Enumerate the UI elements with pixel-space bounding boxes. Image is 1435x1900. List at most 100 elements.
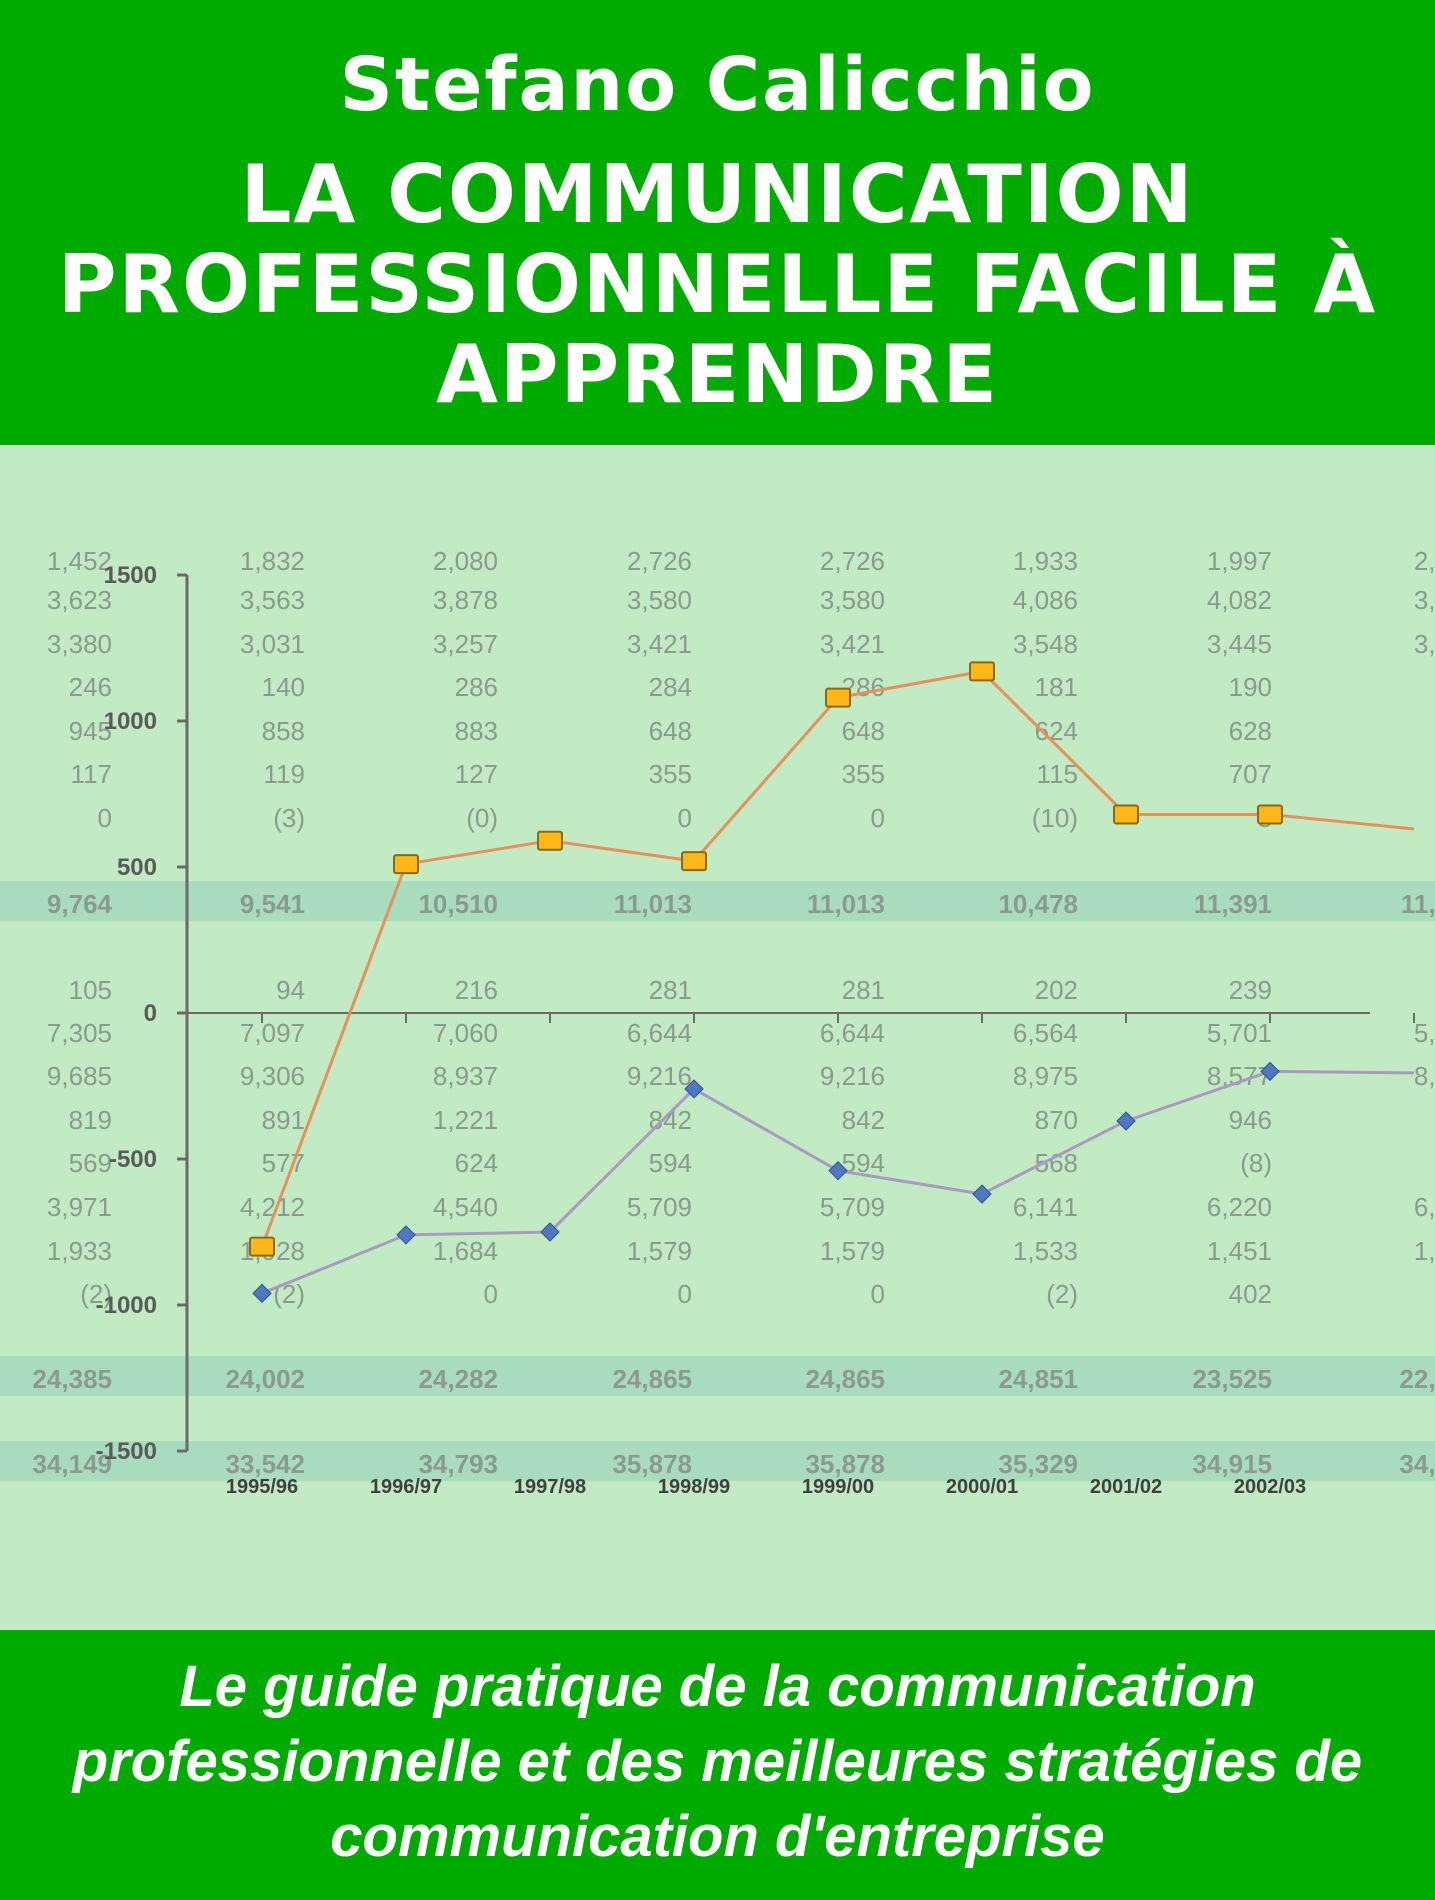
table-cell: 34,3 — [1399, 1449, 1435, 1479]
table-cell: 2,726 — [627, 546, 692, 576]
subtitle-line-2: professionnelle et des meilleures straté… — [72, 1729, 1363, 1794]
table-cell: 35,878 — [805, 1449, 885, 1479]
table-cell: (0) — [466, 803, 498, 833]
table-cell: 3,580 — [820, 585, 885, 615]
series-1-point — [825, 687, 851, 708]
table-cell: 24,282 — [418, 1364, 498, 1394]
table-cell: 239 — [1229, 975, 1272, 1005]
table-cell: 3,563 — [240, 585, 305, 615]
table-cell: 3,421 — [820, 629, 885, 659]
chart-background-image: 1,452 1,832 2,080 2,726 2,726 1,933 1,997 2,4 3,… — [0, 445, 1435, 1630]
table-cell: (2) — [1046, 1279, 1078, 1309]
table-cell: 707 — [1229, 759, 1272, 789]
table-cell: 0 — [871, 1279, 885, 1309]
table-cell: 0 — [484, 1279, 498, 1309]
table-highlight-band — [0, 881, 1435, 921]
table-cell: 5,701 — [1207, 1018, 1272, 1048]
table-cell: 190 — [1229, 672, 1272, 702]
table-cell: 594 — [649, 1148, 692, 1178]
table-cell: 24,002 — [225, 1364, 305, 1394]
title-line-3: APPRENDRE — [435, 328, 1000, 421]
series-2-point — [1116, 1111, 1136, 1131]
series-2-point — [540, 1222, 560, 1242]
top-banner: Stefano Calicchio LA COMMUNICATION PROFE… — [0, 0, 1435, 445]
table-cell: 624 — [455, 1148, 498, 1178]
subtitle-line-1: Le guide pratique de la communication — [179, 1654, 1256, 1719]
table-cell: 7,097 — [240, 1018, 305, 1048]
table-cell: 5,709 — [820, 1192, 885, 1222]
table-cell: 11,013 — [614, 889, 692, 919]
table-cell: 24,385 — [32, 1364, 112, 1394]
series-1-point — [249, 1236, 275, 1257]
title-line-1: LA COMMUNICATION — [240, 148, 1195, 241]
table-cell: 8,4 — [1414, 1061, 1435, 1091]
table-cell: 10,478 — [998, 889, 1078, 919]
table-cell: 140 — [262, 672, 305, 702]
table-cell: 628 — [1229, 716, 1272, 746]
table-cell: 402 — [1229, 1279, 1272, 1309]
table-cell: 11,391 — [1194, 889, 1272, 919]
table-cell: 2,080 — [433, 546, 498, 576]
series-1-point — [969, 661, 995, 682]
x-tick-label: 2002/03 — [1234, 1476, 1306, 1498]
table-cell: 4,540 — [433, 1192, 498, 1222]
table-highlight-band — [0, 1441, 1435, 1481]
y-tick-label: 1000 — [104, 708, 157, 735]
series-1-point — [1113, 804, 1139, 825]
table-cell: 119 — [264, 759, 305, 789]
table-cell: 891 — [262, 1105, 305, 1135]
table-cell: 94 — [276, 975, 305, 1005]
table-cell: 1,4 — [1414, 1236, 1435, 1266]
table-cell: 2,726 — [820, 546, 885, 576]
table-cell: 355 — [649, 759, 692, 789]
table-cell: 648 — [649, 716, 692, 746]
table-cell: 281 — [842, 975, 885, 1005]
bottom-banner: Le guide pratique de la communication pr… — [0, 1630, 1435, 1900]
table-cell: 24,865 — [612, 1364, 692, 1394]
series-1-point — [1257, 804, 1283, 825]
y-tick-label: -1500 — [96, 1438, 157, 1465]
x-tick-label: 2001/02 — [1090, 1476, 1162, 1498]
table-cell: 858 — [262, 716, 305, 746]
table-cell: 22,8 — [1399, 1364, 1435, 1394]
table-cell: 1,579 — [820, 1236, 885, 1266]
y-tick-label: 1500 — [104, 562, 157, 589]
table-cell: 1,221 — [433, 1105, 498, 1135]
table-cell: 9,541 — [240, 889, 305, 919]
table-cell: 6,644 — [627, 1018, 692, 1048]
series-2-point — [1260, 1061, 1280, 1082]
table-cell: 883 — [455, 716, 498, 746]
table-cell: 24,865 — [805, 1364, 885, 1394]
table-cell: 1,684 — [433, 1236, 498, 1266]
table-cell: 1,451 — [1207, 1236, 1272, 1266]
table-cell: 3,971 — [47, 1192, 112, 1222]
table-cell: 34,915 — [1192, 1449, 1272, 1479]
table-cell: 1,533 — [1013, 1236, 1078, 1266]
table-cell: (10) — [1032, 803, 1078, 833]
table-cell: 9,216 — [820, 1061, 885, 1091]
table-cell: 6,141 — [1013, 1192, 1078, 1222]
table-cell: 1,997 — [1207, 546, 1272, 576]
table-cell: 1,933 — [1013, 546, 1078, 576]
table-cell: 117 — [71, 759, 112, 789]
table-cell: 4,082 — [1207, 585, 1272, 615]
subtitle-line-3: communication d'entreprise — [330, 1804, 1105, 1869]
table-cell: 246 — [69, 672, 112, 702]
table-highlight-band — [0, 1356, 1435, 1396]
table-cell: 5,709 — [627, 1192, 692, 1222]
table-cell: (3) — [273, 803, 305, 833]
table-cell: 7,060 — [433, 1018, 498, 1048]
x-tick-label: 1995/96 — [226, 1476, 298, 1498]
table-cell: 6,0 — [1414, 1192, 1435, 1222]
table-cell: 0 — [871, 803, 885, 833]
table-cell: 648 — [842, 716, 885, 746]
series-2-point — [972, 1184, 992, 1204]
table-cell: 216 — [455, 975, 498, 1005]
table-cell: 34,149 — [32, 1449, 112, 1479]
series-2-point — [828, 1160, 848, 1181]
table-cell: 6,564 — [1013, 1018, 1078, 1048]
table-cell: 569 — [69, 1148, 112, 1178]
table-cell: 23,525 — [1192, 1364, 1272, 1394]
table-cell: 24,851 — [998, 1364, 1078, 1394]
table-cell: 181 — [1035, 672, 1078, 702]
